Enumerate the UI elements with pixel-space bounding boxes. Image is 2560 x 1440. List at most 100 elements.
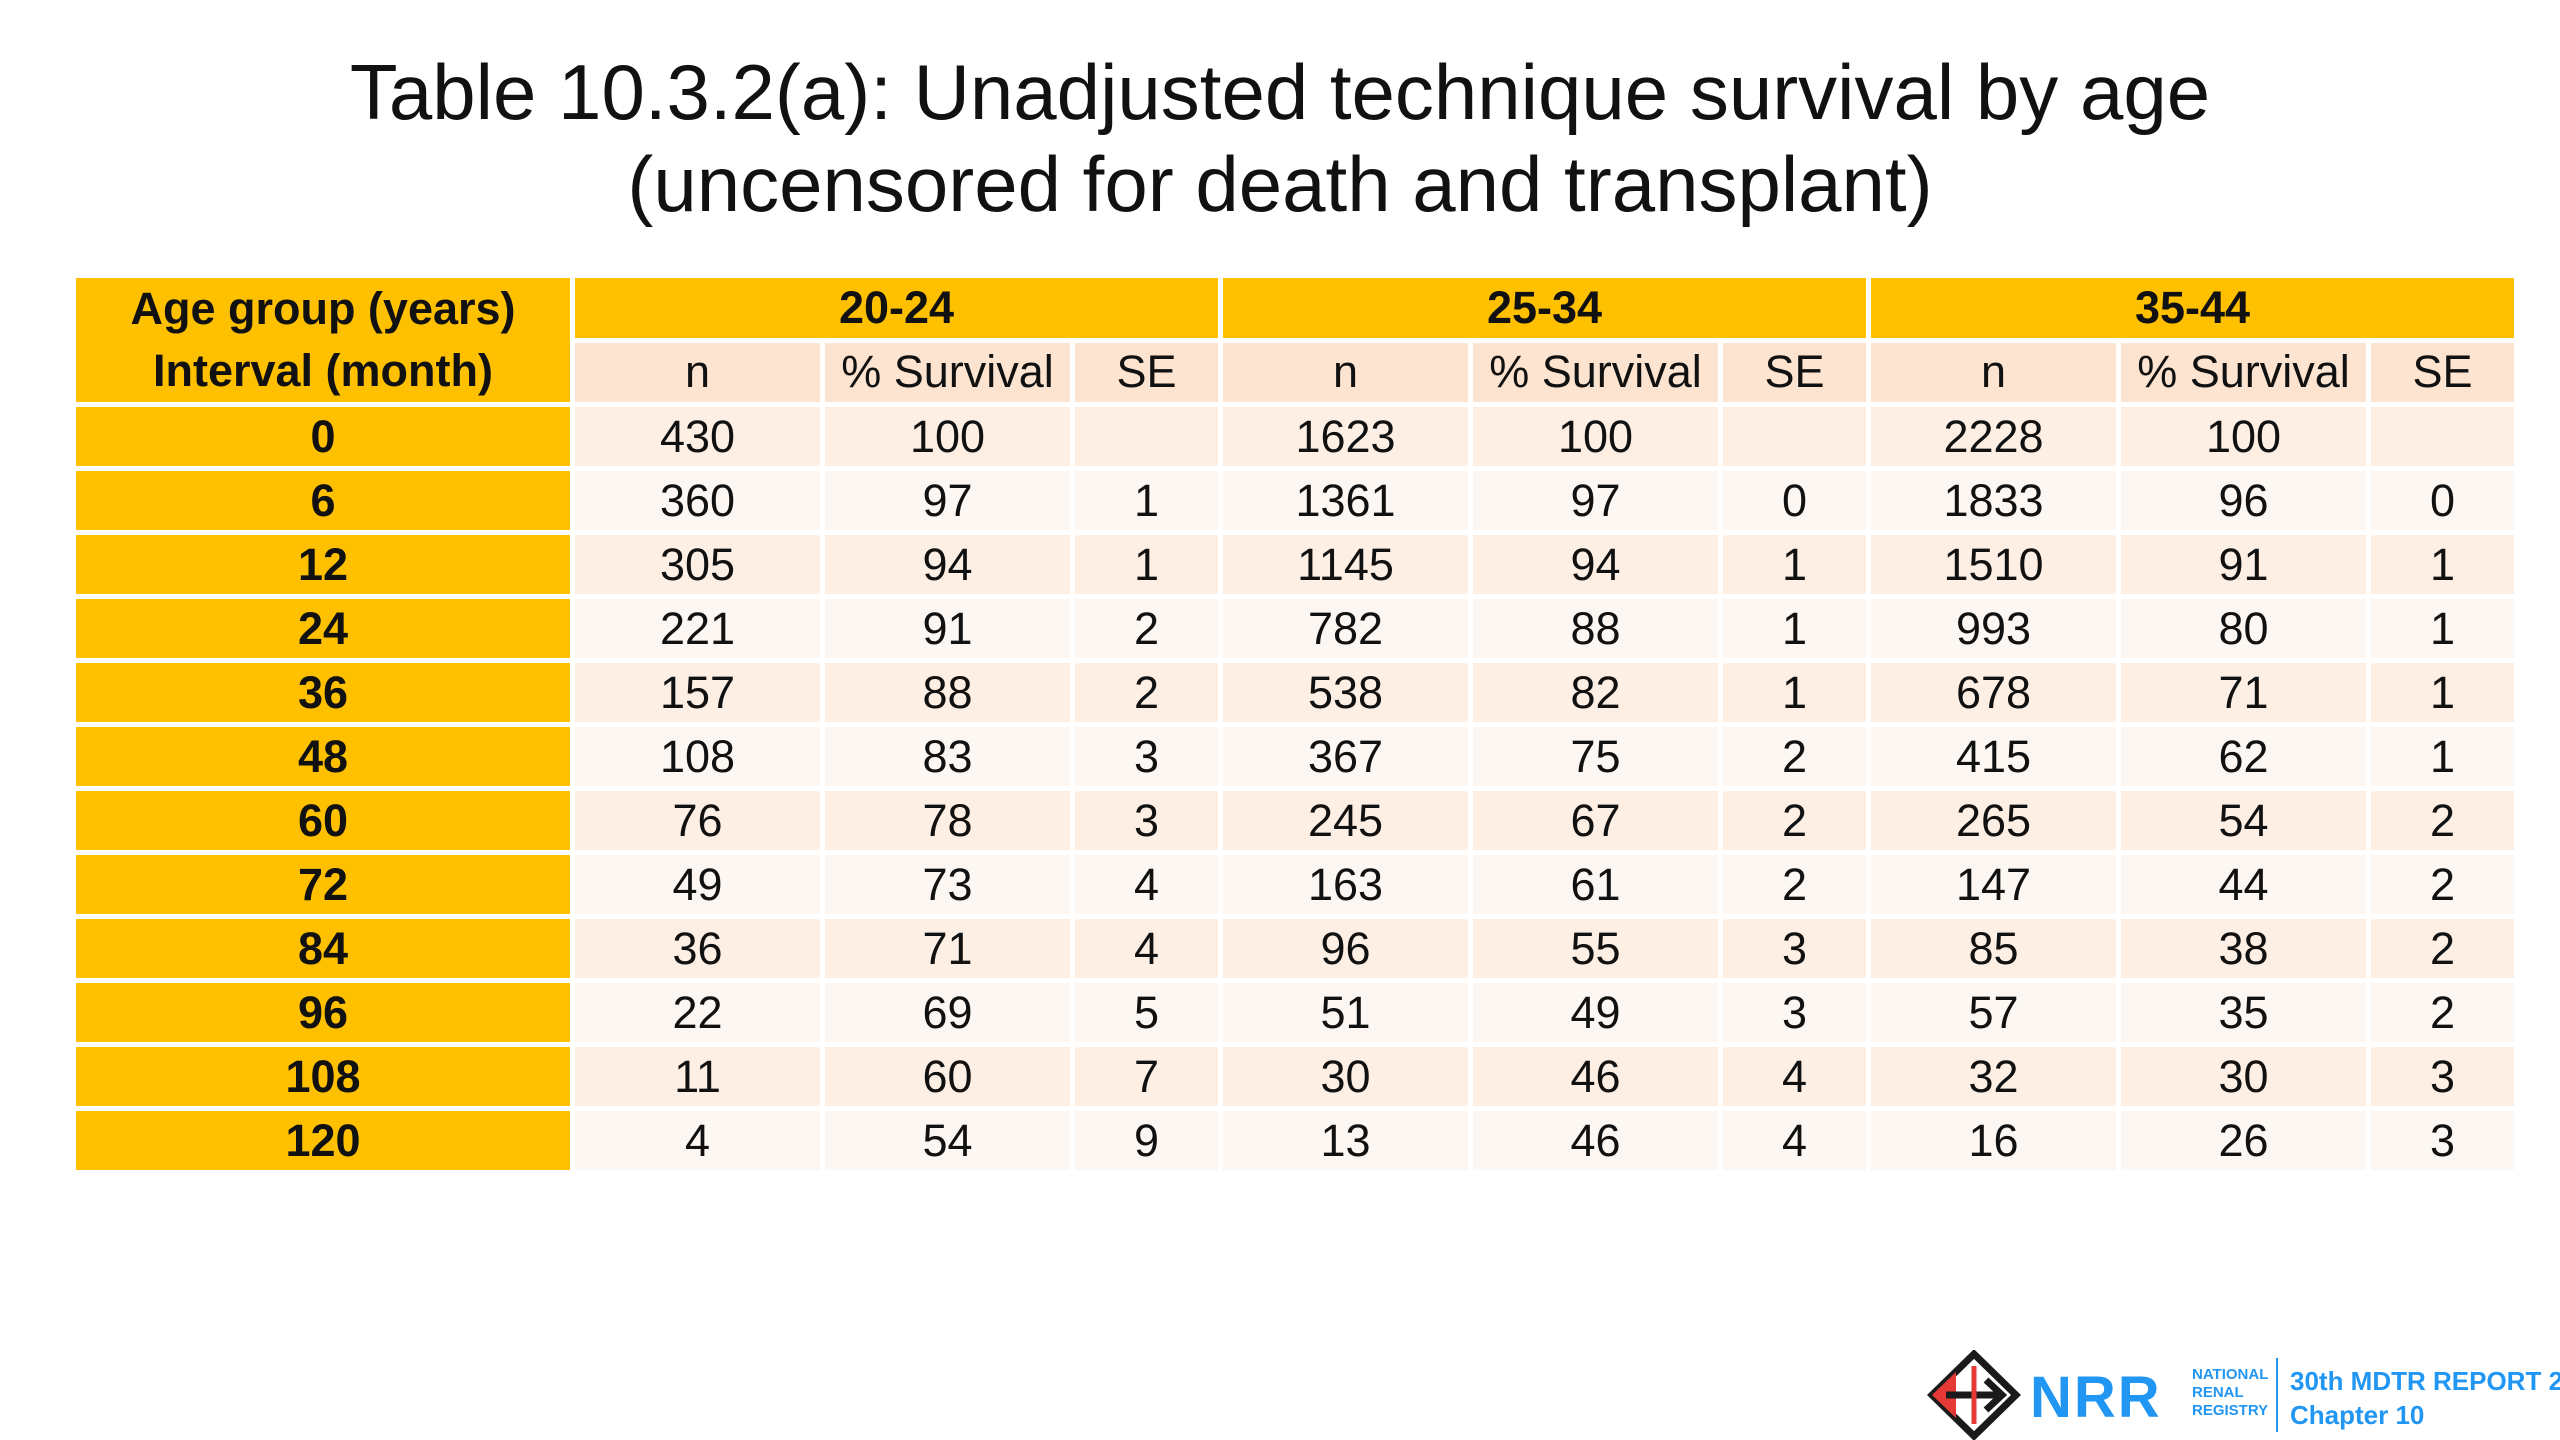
cell-n: 96 (1223, 919, 1468, 978)
group-header: 35-44 (1871, 278, 2514, 338)
cell-survival: 100 (1473, 407, 1718, 466)
corner-header: Age group (years) Interval (month) (76, 278, 570, 402)
interval-label: 72 (76, 855, 570, 914)
group-header: 25-34 (1223, 278, 1866, 338)
cell-survival: 46 (1473, 1047, 1718, 1106)
cell-se (2371, 407, 2514, 466)
cell-survival: 83 (825, 727, 1070, 786)
registry-word: NATIONAL (2192, 1366, 2269, 1383)
cell-se: 3 (1723, 919, 1866, 978)
cell-se: 2 (1075, 663, 1218, 722)
cell-n: 4 (575, 1111, 820, 1170)
table-row: 48 108 83 3 367 75 2 415 62 1 (76, 727, 2514, 786)
title-line-2: (uncensored for death and transplant) (627, 140, 1933, 228)
registry-word: RENAL (2192, 1384, 2244, 1401)
subheader-survival: % Survival (1473, 342, 1718, 402)
logo-divider (2276, 1358, 2278, 1432)
cell-se: 4 (1723, 1111, 1866, 1170)
cell-se: 1 (1723, 663, 1866, 722)
cell-survival: 30 (2121, 1047, 2366, 1106)
cell-n: 2228 (1871, 407, 2116, 466)
cell-n: 1361 (1223, 471, 1468, 530)
cell-survival: 97 (1473, 471, 1718, 530)
table-row: 6 360 97 1 1361 97 0 1833 96 0 (76, 471, 2514, 530)
cell-survival: 54 (2121, 791, 2366, 850)
subheader-n: n (1223, 342, 1468, 402)
subheader-n: n (575, 342, 820, 402)
table-row: 108 11 60 7 30 46 4 32 30 3 (76, 1047, 2514, 1106)
table-row: 72 49 73 4 163 61 2 147 44 2 (76, 855, 2514, 914)
cell-survival: 88 (1473, 599, 1718, 658)
table-row: 24 221 91 2 782 88 1 993 80 1 (76, 599, 2514, 658)
cell-n: 678 (1871, 663, 2116, 722)
cell-n: 16 (1871, 1111, 2116, 1170)
registry-name: NATIONAL RENAL REGISTRY (2192, 1366, 2268, 1420)
cell-n: 157 (575, 663, 820, 722)
cell-se: 2 (1723, 855, 1866, 914)
interval-label: 60 (76, 791, 570, 850)
cell-n: 538 (1223, 663, 1468, 722)
cell-survival: 94 (825, 535, 1070, 594)
cell-n: 360 (575, 471, 820, 530)
subheader-se: SE (1075, 342, 1218, 402)
cell-n: 30 (1223, 1047, 1468, 1106)
cell-n: 22 (575, 983, 820, 1042)
corner-line-1: Age group (years) (130, 283, 516, 334)
interval-label: 36 (76, 663, 570, 722)
cell-se: 1 (2371, 599, 2514, 658)
cell-se (1723, 407, 1866, 466)
survival-table: Age group (years) Interval (month) 20-24… (71, 273, 2519, 1175)
cell-survival: 46 (1473, 1111, 1718, 1170)
cell-survival: 35 (2121, 983, 2366, 1042)
registry-emblem-icon (1926, 1350, 2022, 1440)
cell-se: 3 (2371, 1111, 2514, 1170)
cell-se: 9 (1075, 1111, 1218, 1170)
cell-survival: 88 (825, 663, 1070, 722)
cell-survival: 80 (2121, 599, 2366, 658)
cell-survival: 44 (2121, 855, 2366, 914)
cell-n: 245 (1223, 791, 1468, 850)
interval-label: 0 (76, 407, 570, 466)
cell-survival: 61 (1473, 855, 1718, 914)
cell-survival: 82 (1473, 663, 1718, 722)
cell-se: 1 (1075, 471, 1218, 530)
cell-survival: 100 (2121, 407, 2366, 466)
cell-n: 221 (575, 599, 820, 658)
cell-survival: 91 (825, 599, 1070, 658)
interval-label: 48 (76, 727, 570, 786)
cell-n: 85 (1871, 919, 2116, 978)
registry-logo: NRR NATIONAL RENAL REGISTRY 30th MDTR RE… (1926, 1350, 2560, 1440)
cell-survival: 69 (825, 983, 1070, 1042)
cell-se: 4 (1075, 919, 1218, 978)
cell-se: 3 (1075, 791, 1218, 850)
cell-survival: 71 (825, 919, 1070, 978)
cell-n: 32 (1871, 1047, 2116, 1106)
cell-survival: 67 (1473, 791, 1718, 850)
cell-se: 2 (2371, 855, 2514, 914)
subheader-survival: % Survival (825, 342, 1070, 402)
cell-n: 430 (575, 407, 820, 466)
cell-survival: 62 (2121, 727, 2366, 786)
cell-se: 1 (2371, 535, 2514, 594)
cell-n: 993 (1871, 599, 2116, 658)
cell-n: 1510 (1871, 535, 2116, 594)
cell-survival: 54 (825, 1111, 1070, 1170)
cell-n: 415 (1871, 727, 2116, 786)
cell-survival: 78 (825, 791, 1070, 850)
cell-survival: 91 (2121, 535, 2366, 594)
table-body: 0 430 100 1623 100 2228 100 6 360 97 1 1361 97 0 1833 9… (76, 407, 2514, 1170)
cell-se: 1 (2371, 663, 2514, 722)
cell-se: 5 (1075, 983, 1218, 1042)
table-row: 12 305 94 1 1145 94 1 1510 91 1 (76, 535, 2514, 594)
report-title: 30th MDTR REPORT 2022 (2290, 1366, 2560, 1396)
slide-title: Table 10.3.2(a): Unadjusted technique su… (0, 46, 2560, 230)
title-line-1: Table 10.3.2(a): Unadjusted technique su… (349, 48, 2211, 136)
cell-survival: 38 (2121, 919, 2366, 978)
cell-se: 2 (2371, 791, 2514, 850)
table-row: 60 76 78 3 245 67 2 265 54 2 (76, 791, 2514, 850)
cell-survival: 49 (1473, 983, 1718, 1042)
cell-n: 36 (575, 919, 820, 978)
report-info: 30th MDTR REPORT 2022 Chapter 10 (2290, 1364, 2560, 1432)
cell-n: 76 (575, 791, 820, 850)
cell-se: 4 (1723, 1047, 1866, 1106)
